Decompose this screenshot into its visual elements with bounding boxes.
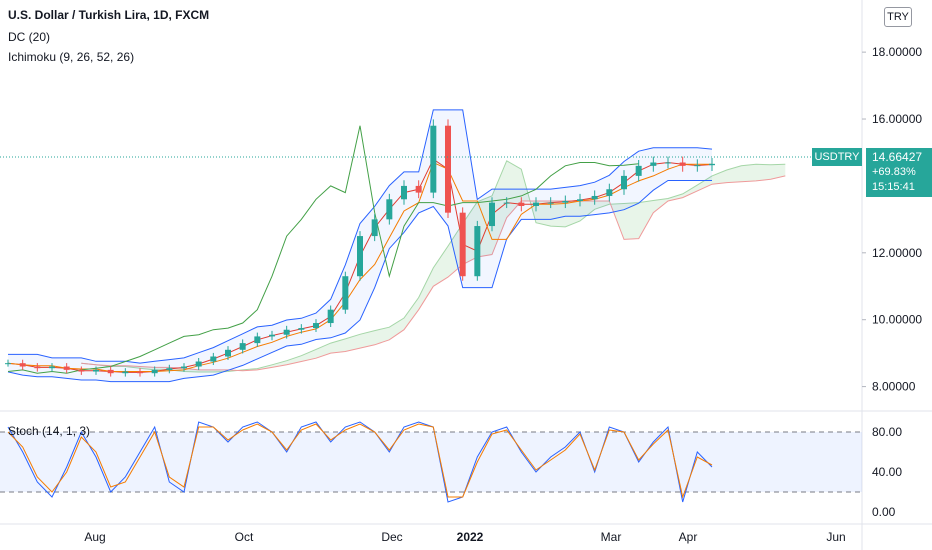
- cloud-fill: [81, 160, 786, 372]
- candle-body: [474, 226, 481, 277]
- candle-body: [459, 212, 466, 277]
- candle-body: [107, 369, 114, 374]
- candle-body: [93, 369, 99, 372]
- candle-body: [210, 356, 217, 362]
- candle-body: [49, 366, 55, 369]
- candle-body: [313, 323, 319, 329]
- candle-body: [650, 162, 657, 166]
- stoch-legend[interactable]: Stoch (14, 1, 3): [8, 424, 91, 438]
- price-tick-label-4: 18.00000: [872, 45, 922, 59]
- candle-body: [591, 195, 598, 200]
- candle-body: [122, 371, 129, 374]
- candle-body: [225, 349, 231, 357]
- candle-body: [577, 199, 583, 201]
- candle-body: [415, 185, 422, 193]
- candle-body: [430, 125, 437, 193]
- price-tag: 14.66427 +69.83% 15:15:41: [866, 148, 932, 197]
- candle-body: [269, 334, 275, 337]
- candle-body: [503, 202, 510, 204]
- candle-body: [401, 185, 407, 200]
- candle-body: [386, 199, 393, 220]
- candle-body: [518, 202, 525, 206]
- candle-body: [489, 202, 495, 227]
- stoch-k-line: [7, 421, 713, 503]
- price-change: +69.83%: [872, 166, 916, 178]
- time-tick-label-1: Oct: [235, 530, 254, 544]
- lagging-span: [7, 125, 639, 374]
- stoch-band: [0, 432, 862, 492]
- time-tick-label-4: Mar: [601, 530, 622, 544]
- candles: [5, 119, 715, 377]
- candle-body: [166, 368, 173, 370]
- candle-body: [635, 165, 642, 176]
- candle-body: [621, 175, 627, 190]
- candle-body: [665, 162, 671, 164]
- candle-body: [371, 219, 378, 237]
- candle-body: [34, 366, 41, 369]
- candle-body: [327, 309, 334, 324]
- stoch-d-line: [7, 423, 713, 499]
- candle-body: [239, 343, 246, 350]
- symbol-tag: USDTRY: [812, 148, 862, 166]
- price-tick-label-2: 12.00000: [872, 246, 922, 260]
- stoch-tick-label-2: 80.00: [872, 425, 902, 439]
- candle-body: [283, 329, 290, 335]
- time-tick-label-5: Apr: [679, 530, 698, 544]
- candle-body: [19, 363, 26, 367]
- candle-body: [445, 125, 451, 213]
- ichimoku-legend[interactable]: Ichimoku (9, 26, 52, 26): [8, 50, 135, 64]
- leading-span-a: [81, 160, 786, 373]
- candle-body: [547, 202, 554, 204]
- bar-countdown: 15:15:41: [872, 181, 915, 193]
- candle-body: [533, 202, 539, 206]
- price-tick-label-0: 8.00000: [872, 380, 916, 394]
- time-tick-label-0: Aug: [84, 530, 105, 544]
- chart-title: U.S. Dollar / Turkish Lira, 1D, FXCM: [8, 8, 210, 22]
- price-tick-label-1: 10.00000: [872, 313, 922, 327]
- candle-body: [679, 162, 686, 166]
- candle-body: [63, 366, 70, 370]
- candle-body: [357, 236, 363, 277]
- price-value: 14.66427: [872, 150, 923, 164]
- stoch-tick-label-1: 40.00: [872, 465, 902, 479]
- candle-body: [709, 163, 715, 166]
- time-tick-label-3: 2022: [457, 530, 484, 544]
- candle-body: [254, 336, 261, 344]
- candle-body: [5, 363, 11, 365]
- time-tick-label-2: Dec: [381, 530, 402, 544]
- candle-body: [342, 276, 349, 310]
- candle-body: [298, 328, 305, 330]
- axes: 8.00000 10.00000 12.00000 16.00000 18.00000 0…: [84, 45, 922, 544]
- stoch-tick-label-0: 0.00: [872, 505, 896, 519]
- dc-legend[interactable]: DC (20): [8, 30, 51, 44]
- donchian-lower: [7, 180, 712, 383]
- candle-body: [151, 369, 158, 374]
- candle-body: [137, 371, 143, 374]
- stoch-pane: [0, 421, 862, 503]
- candle-body: [606, 189, 613, 196]
- candle-body: [78, 369, 85, 372]
- candle-body: [694, 165, 701, 167]
- candle-body: [181, 366, 187, 369]
- time-tick-label-6: Jun: [826, 530, 845, 544]
- candle-body: [562, 200, 569, 203]
- candle-body: [195, 361, 202, 367]
- currency-button[interactable]: TRY: [884, 7, 912, 27]
- price-tick-label-3: 16.00000: [872, 112, 922, 126]
